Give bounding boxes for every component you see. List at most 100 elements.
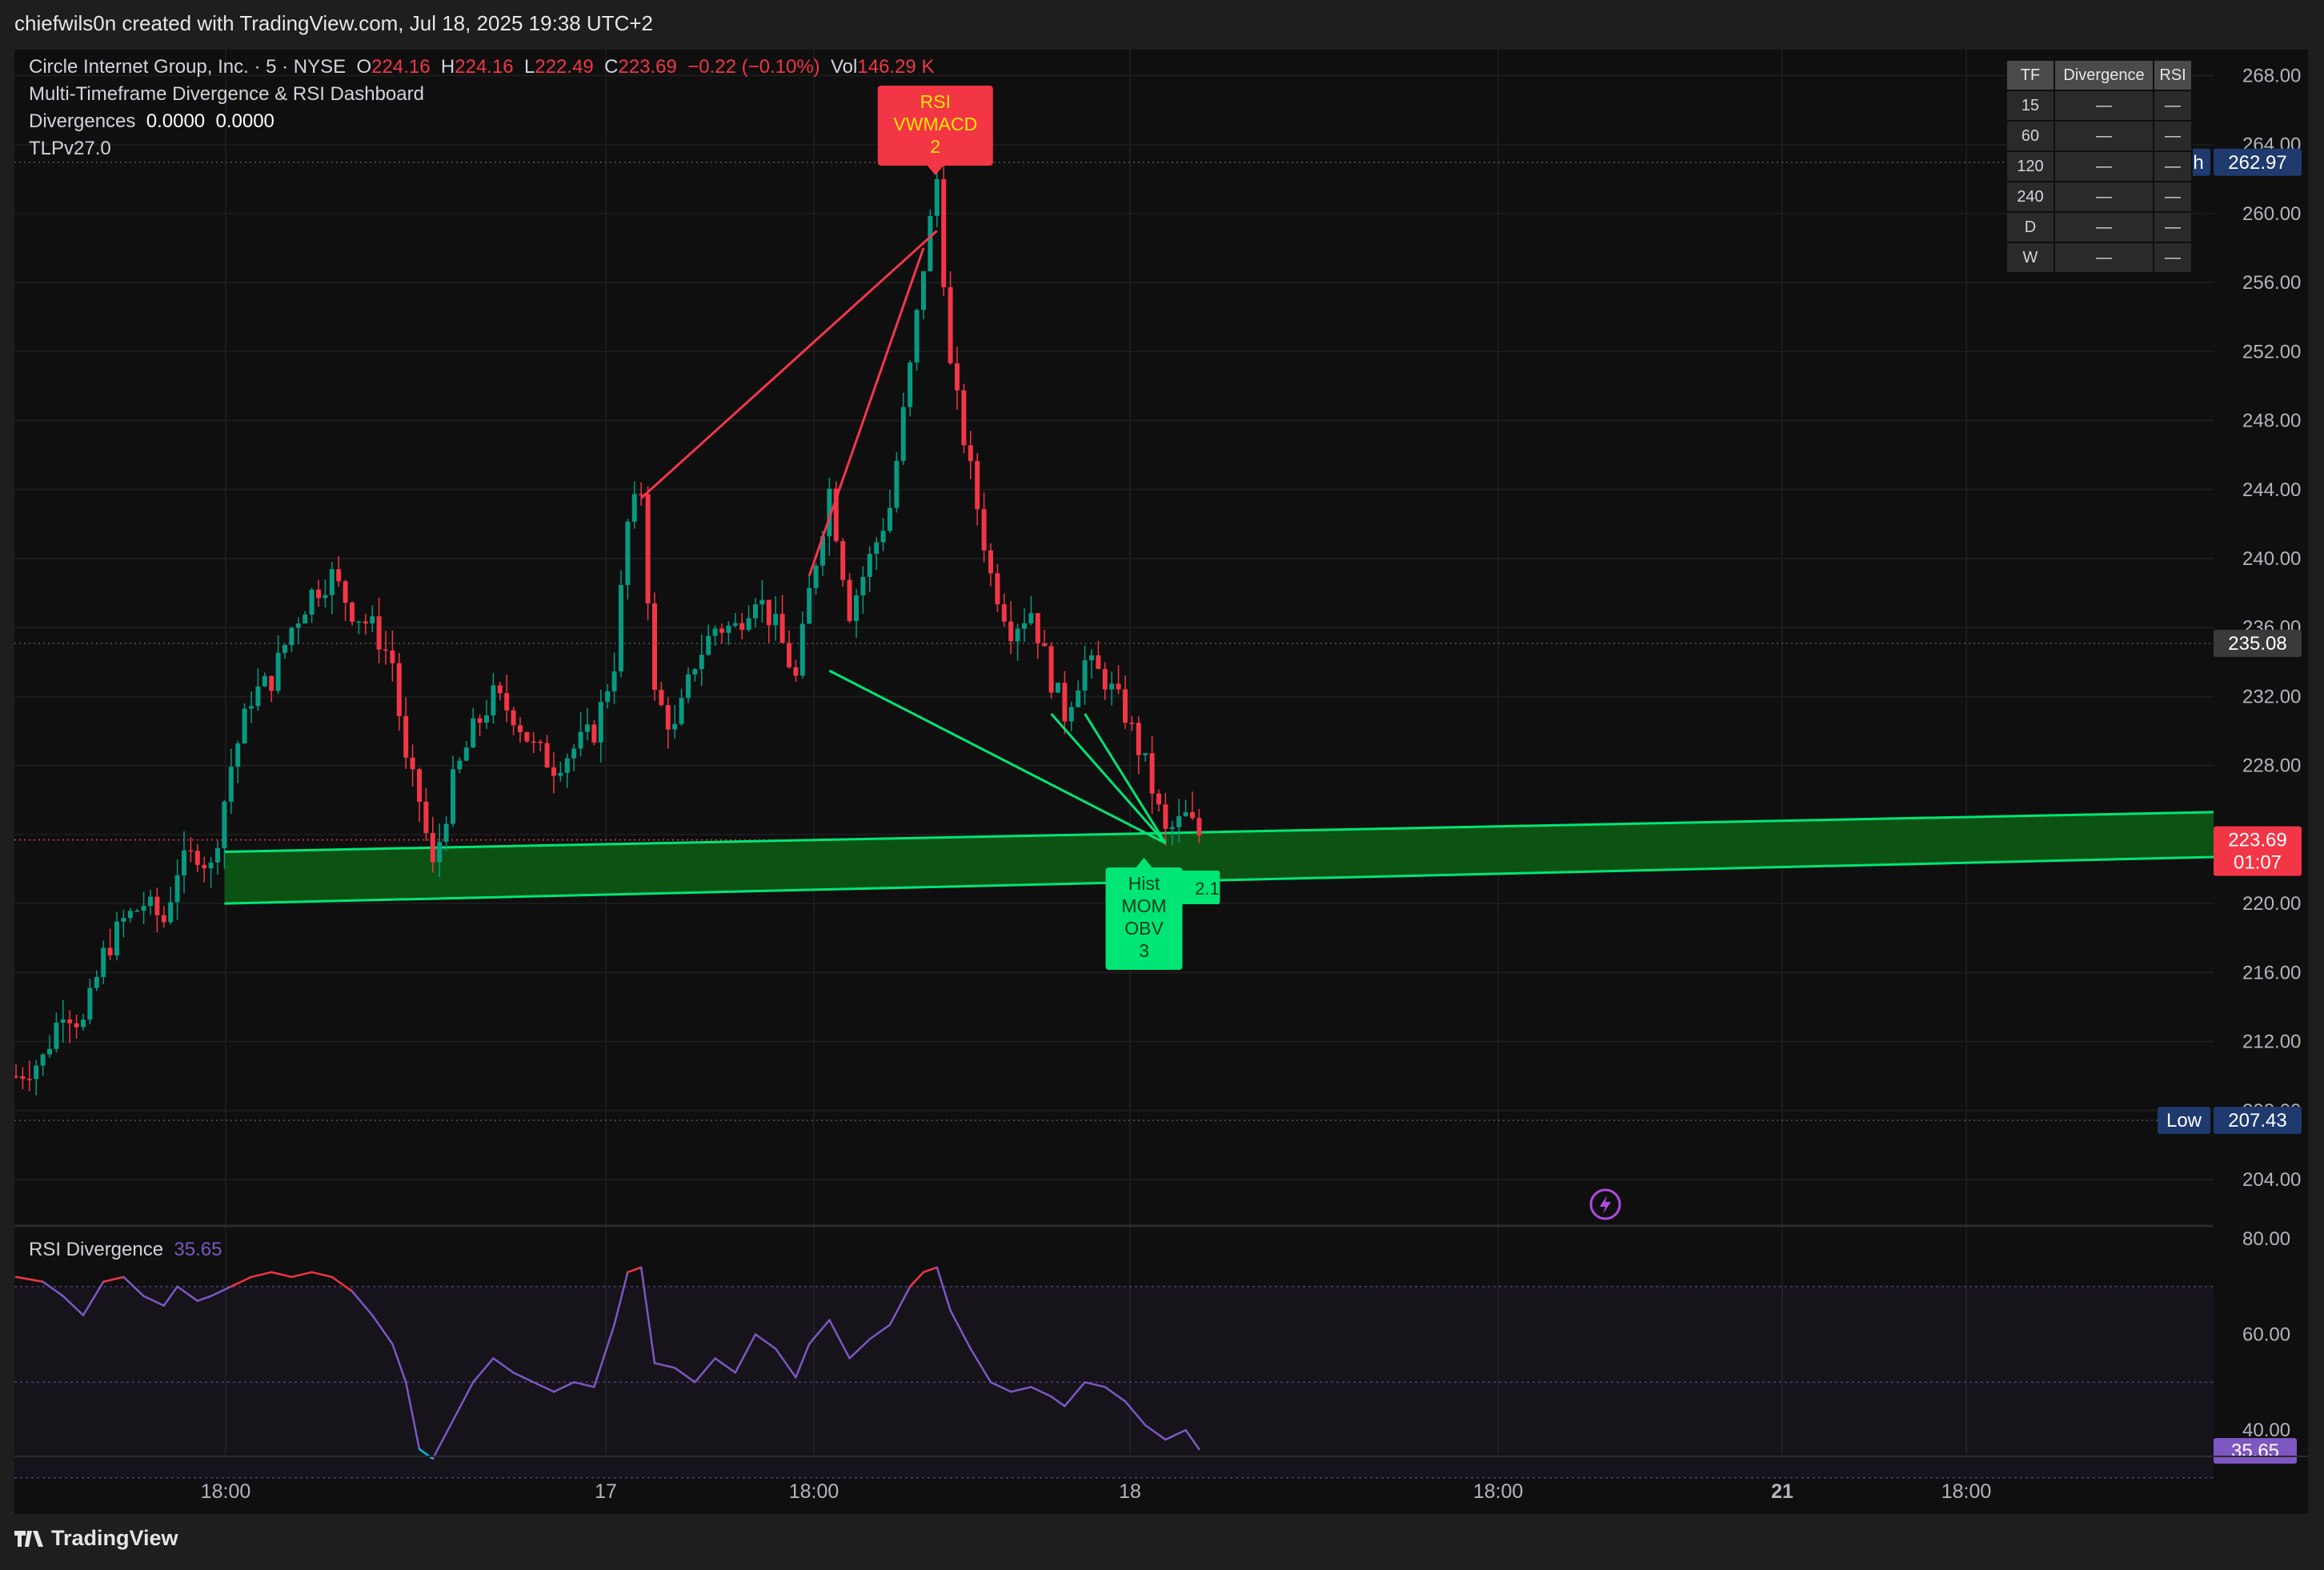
rsi-line-segment xyxy=(1124,1400,1147,1427)
indicator-legend-2[interactable]: TLPv27.0 xyxy=(29,138,111,159)
bullish-divergence-line xyxy=(1084,713,1167,844)
rsi-line-segment xyxy=(391,1343,407,1384)
candle-body xyxy=(564,758,570,773)
rsi-line-segment xyxy=(627,1266,643,1274)
low-price-tag-text: 207.43 xyxy=(2228,1110,2286,1131)
candle-body xyxy=(591,724,597,743)
candle-body xyxy=(988,550,993,574)
candle-body xyxy=(900,407,906,461)
candle-body xyxy=(692,669,698,675)
high-label: H xyxy=(440,56,455,78)
price-chart[interactable]: 268.00264.00260.00256.00252.00248.00244.… xyxy=(14,50,2308,1514)
candle-body xyxy=(269,675,274,691)
candle-body xyxy=(706,635,711,655)
rsi-line-segment xyxy=(176,1285,199,1302)
candle-body xyxy=(390,651,395,663)
candle-body xyxy=(154,896,160,915)
divergences-legend[interactable]: Divergences 0.0000 0.0000 xyxy=(29,110,274,133)
time-tick-label: 18:00 xyxy=(789,1480,839,1503)
rsi-line-segment xyxy=(42,1280,65,1297)
price-tick-label: 204.00 xyxy=(2242,1169,2301,1191)
level-price-tag xyxy=(2214,630,2302,658)
rsi-legend[interactable]: RSI Divergence 35.65 xyxy=(29,1239,222,1261)
rsi-line-segment xyxy=(290,1271,313,1279)
candle-body xyxy=(430,833,435,863)
indicator-legend-1[interactable]: Multi-Timeframe Divergence & RSI Dashboa… xyxy=(29,83,424,105)
rsi-line-segment xyxy=(734,1333,757,1374)
rsi-line-segment xyxy=(62,1295,85,1316)
dashboard-row: 15— — xyxy=(2005,90,2193,122)
bullish-signal-label xyxy=(1105,867,1183,970)
rsi-line-segment xyxy=(1084,1381,1107,1388)
low-label: L xyxy=(524,56,535,78)
low-price-tag xyxy=(2214,1107,2302,1135)
candle-body xyxy=(827,488,832,537)
candle-body xyxy=(235,743,241,767)
candle-body xyxy=(107,947,113,955)
candle-body xyxy=(605,691,611,703)
rsi-line-segment xyxy=(351,1290,374,1316)
candle-body xyxy=(518,725,523,732)
bullish-divergence-line xyxy=(1050,713,1167,844)
candle-body xyxy=(289,627,295,645)
attribution-text: chiefwils0n created with TradingView.com… xyxy=(14,11,654,35)
chart-frame[interactable]: 268.00 264.00 260.00 256.00 252.00 248.00 244.… xyxy=(14,50,2308,1514)
time-axis[interactable]: 18:00 17 18:00 18 18:00 21 18:00 xyxy=(14,1456,2308,1503)
candle-body xyxy=(40,1054,46,1066)
change-value: −0.22 (−0.10%) xyxy=(687,56,820,78)
divergences-label: Divergences xyxy=(29,110,136,132)
last-price-tag xyxy=(2214,826,2302,876)
candle-body xyxy=(995,573,1000,605)
rsi-line-segment xyxy=(102,1276,125,1284)
last-price-text: 223.69 xyxy=(2228,830,2286,851)
candle-body xyxy=(1136,723,1141,755)
candle-body xyxy=(121,918,126,922)
candle-body xyxy=(202,864,207,869)
rsi-line-segment xyxy=(1009,1386,1032,1393)
price-axis[interactable]: 268.00264.00260.00256.00252.00248.00244.… xyxy=(2158,50,2308,1514)
rsi-line-segment xyxy=(270,1271,293,1279)
candle-body xyxy=(639,494,644,495)
rsi-line-segment xyxy=(888,1285,912,1326)
dashboard-cell: — xyxy=(2054,90,2154,122)
candle-body xyxy=(101,947,106,977)
candle-body xyxy=(208,862,214,869)
bullish-signal-text: Hist xyxy=(1128,873,1160,894)
rsi-line-segment xyxy=(653,1362,676,1369)
candle-body xyxy=(511,710,516,726)
dashboard-cell: — xyxy=(2054,242,2154,274)
candle-body xyxy=(1096,655,1101,669)
candle-body xyxy=(67,1019,73,1023)
candle-body xyxy=(242,708,247,744)
rsi-line-segment xyxy=(1184,1428,1200,1451)
rsi-line-segment xyxy=(1064,1381,1086,1408)
candle-body xyxy=(779,614,785,643)
candles xyxy=(14,162,1202,1095)
time-tick-label: 18 xyxy=(1119,1480,1141,1503)
dashboard-cell: — xyxy=(2153,120,2193,152)
candle-body xyxy=(249,706,254,709)
time-tick-label: 18:00 xyxy=(201,1480,251,1503)
rsi-line-segment xyxy=(512,1372,535,1384)
divergence-value-2: 0.0000 xyxy=(215,110,274,132)
candle-body xyxy=(955,362,960,390)
bullish-small-tag xyxy=(1180,871,1220,904)
candle-body xyxy=(60,1019,66,1023)
dashboard-cell: 120 xyxy=(2005,150,2055,182)
candle-body xyxy=(1123,689,1128,723)
candle-body xyxy=(1129,723,1135,724)
candle-body xyxy=(148,896,153,907)
candle-body xyxy=(934,178,940,216)
candle-body xyxy=(114,921,119,955)
candle-body xyxy=(961,390,967,446)
symbol-name[interactable]: Circle Internet Group, Inc. · 5 · NYSE xyxy=(29,56,347,78)
candle-body xyxy=(20,1076,26,1079)
candle-body xyxy=(619,585,623,672)
candle-body xyxy=(665,705,671,730)
rsi-line-segment xyxy=(14,1276,44,1284)
candle-body xyxy=(928,215,933,271)
candle-body xyxy=(679,698,684,724)
rsi-line-segment xyxy=(949,1309,972,1350)
price-tick-label: 260.00 xyxy=(2242,203,2301,225)
vol-label: Vol xyxy=(831,56,858,78)
